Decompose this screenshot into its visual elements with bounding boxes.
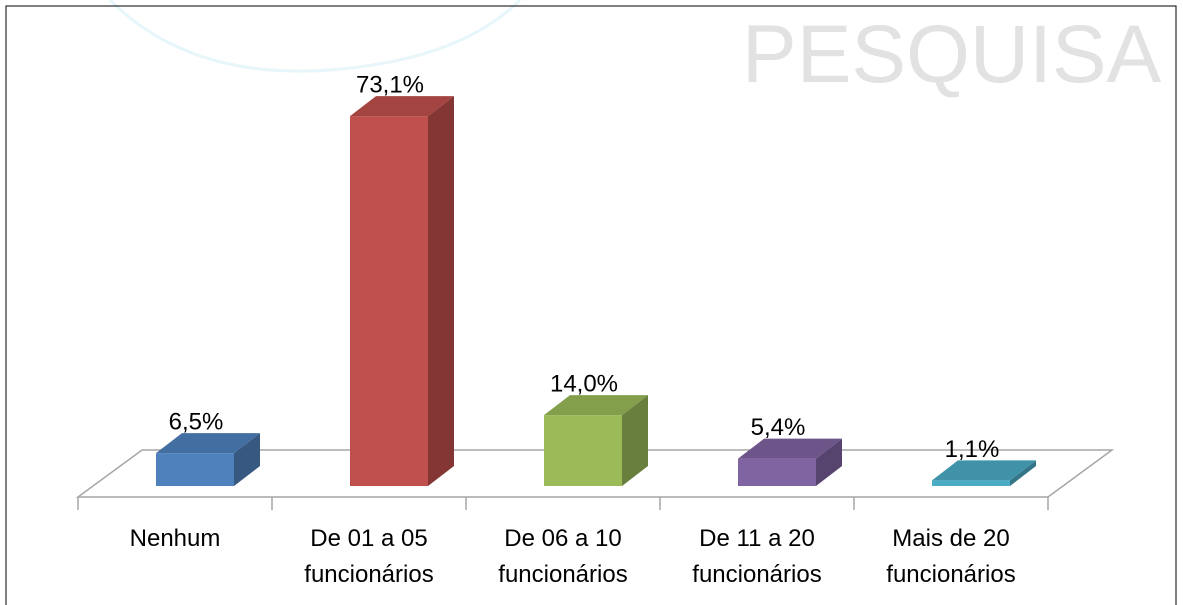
- bar-face: [156, 433, 260, 454]
- x-tick-label: De 01 a 05 funcionários: [304, 525, 433, 588]
- x-tick-label: De 11 a 20 funcionários: [692, 525, 821, 588]
- value-label: 6,5%: [169, 408, 224, 435]
- value-label: 1,1%: [945, 436, 1000, 463]
- frame: [5, 5, 1177, 605]
- bar-face: [234, 433, 260, 486]
- x-tick-label: De 06 a 10 funcionários: [498, 525, 627, 588]
- bar-face: [428, 96, 454, 486]
- value-label: 5,4%: [751, 414, 806, 441]
- watermark: PESQUISA: [742, 9, 1162, 100]
- value-label: 14,0%: [550, 371, 618, 398]
- bar-face: [350, 96, 454, 117]
- bar: [544, 395, 648, 486]
- bar-face: [622, 395, 648, 486]
- bar: [738, 438, 842, 486]
- watermark-arc: [108, 0, 522, 73]
- bar: [932, 460, 1036, 486]
- bar-face: [1010, 460, 1036, 486]
- bar-face: [738, 458, 816, 486]
- bar-face: [932, 480, 1010, 486]
- bar: [156, 433, 260, 486]
- bar-face: [816, 438, 842, 486]
- bar-face: [738, 438, 842, 459]
- bar-face: [350, 116, 428, 486]
- x-tick-label: Mais de 20 funcionários: [886, 525, 1015, 588]
- x-tick-label: Nenhum: [130, 525, 221, 552]
- bar-face: [544, 395, 648, 416]
- bar-face: [544, 415, 622, 486]
- bar: [350, 96, 454, 486]
- value-label: 73,1%: [356, 71, 424, 98]
- bar-face: [156, 453, 234, 486]
- bar-face: [932, 460, 1036, 481]
